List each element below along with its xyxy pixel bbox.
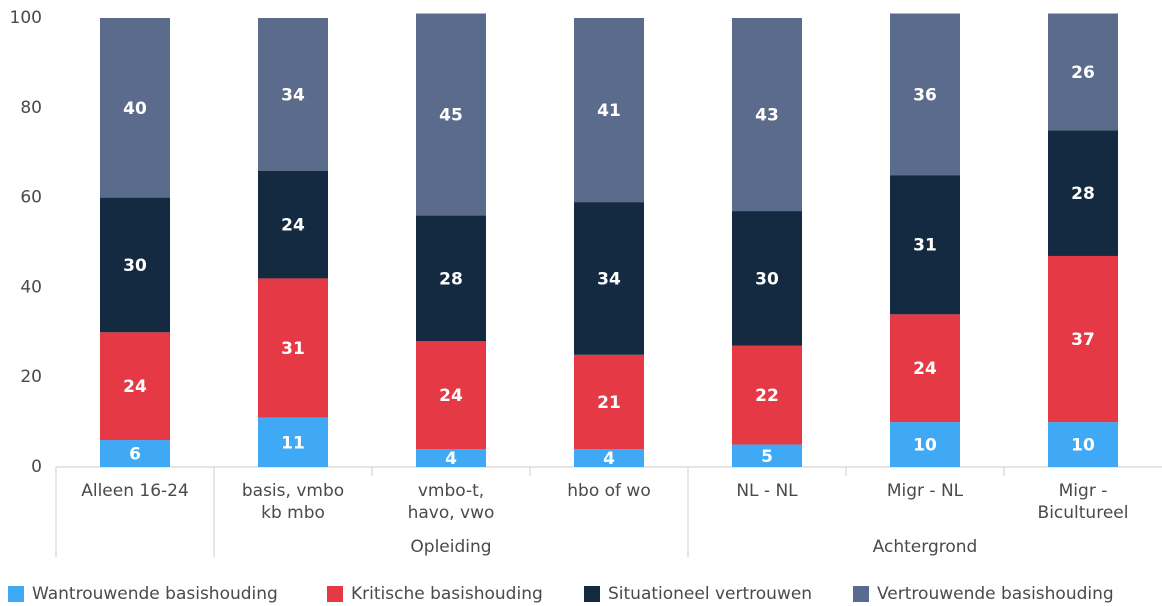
value-label: 10	[913, 436, 937, 456]
bar-segment	[732, 18, 802, 212]
value-label: 36	[913, 85, 937, 105]
bar-segment	[416, 341, 486, 450]
value-label: 10	[1071, 436, 1095, 456]
bar-segment	[100, 332, 170, 441]
legend-swatch	[8, 586, 24, 602]
bar-segment	[574, 449, 644, 467]
y-tick-label: 60	[20, 188, 42, 208]
bar-segment	[258, 417, 328, 467]
legend-swatch	[327, 586, 343, 602]
bar-segment	[100, 440, 170, 467]
bar-segment	[890, 175, 960, 315]
bar-segment	[890, 314, 960, 423]
legend-item: Situationeel vertrouwen	[584, 584, 812, 604]
legend-label: Kritische basishouding	[351, 584, 543, 604]
value-label: 6	[129, 445, 141, 465]
bar-segment	[416, 449, 486, 467]
value-label: 28	[1071, 184, 1095, 204]
value-label: 41	[597, 101, 621, 121]
x-tick-label: hbo of wo	[567, 481, 651, 501]
y-tick-label: 80	[20, 98, 42, 118]
legend-label: Vertrouwende basishouding	[877, 584, 1114, 604]
bar-segment	[574, 18, 644, 203]
bar-segment	[732, 211, 802, 346]
bar-segment	[1048, 422, 1118, 467]
value-label: 26	[1071, 63, 1095, 83]
value-label: 37	[1071, 330, 1095, 350]
bar-segment	[732, 444, 802, 467]
value-label: 43	[755, 106, 779, 126]
y-tick-label: 100	[10, 8, 42, 28]
bar-segment	[574, 202, 644, 355]
bar-segment	[416, 13, 486, 216]
value-label: 31	[281, 339, 305, 359]
group-label: Achtergrond	[872, 537, 978, 557]
bar-segment	[258, 278, 328, 418]
value-label: 28	[439, 269, 463, 289]
value-label: 24	[281, 216, 305, 236]
value-label: 22	[755, 386, 779, 406]
bar-segment	[1048, 130, 1118, 256]
x-tick-label: NL - NL	[736, 481, 798, 501]
value-label: 34	[597, 269, 621, 289]
value-label: 34	[281, 85, 305, 105]
bar-segment	[1048, 255, 1118, 423]
bar-segment	[890, 422, 960, 467]
value-label: 40	[123, 99, 147, 119]
value-label: 11	[281, 433, 305, 453]
x-tick-label: Alleen 16-24	[81, 481, 189, 501]
value-label: 4	[445, 449, 457, 469]
legend-item: Wantrouwende basishouding	[8, 584, 278, 604]
legend-label: Situationeel vertrouwen	[608, 584, 813, 604]
bar-segment	[732, 345, 802, 445]
bar-segment	[574, 354, 644, 450]
legend-swatch	[853, 586, 869, 602]
group-label: Opleiding	[410, 537, 492, 557]
y-tick-label: 40	[20, 277, 42, 297]
value-label: 21	[597, 393, 621, 413]
y-tick-label: 20	[20, 367, 42, 387]
value-label: 4	[603, 449, 615, 469]
legend-item: Kritische basishouding	[327, 584, 543, 604]
value-label: 24	[913, 359, 937, 379]
value-label: 24	[123, 377, 147, 397]
value-label: 24	[439, 386, 463, 406]
x-tick-label: Migr - NL	[886, 481, 964, 501]
bar-segment	[1048, 13, 1118, 131]
x-tick-label: vmbo-t, havo, vwo	[407, 481, 495, 523]
y-tick-label: 0	[31, 457, 42, 477]
value-label: 30	[123, 256, 147, 276]
value-label: 31	[913, 236, 937, 256]
bar-segment	[890, 13, 960, 176]
legend-item: Vertrouwende basishouding	[853, 584, 1114, 604]
legend-swatch	[584, 586, 600, 602]
bar-segment	[100, 18, 170, 198]
legend-label: Wantrouwende basishouding	[32, 584, 278, 604]
bar-segment	[416, 215, 486, 342]
value-label: 5	[761, 447, 773, 467]
x-tick-label: Migr - Bicultureel	[1037, 481, 1129, 523]
bar-segment	[258, 170, 328, 279]
x-tick-label: basis, vmbo kb mbo	[241, 481, 345, 523]
value-label: 45	[439, 106, 463, 126]
bar-segment	[100, 197, 170, 333]
value-label: 30	[755, 269, 779, 289]
bar-segment	[258, 18, 328, 171]
